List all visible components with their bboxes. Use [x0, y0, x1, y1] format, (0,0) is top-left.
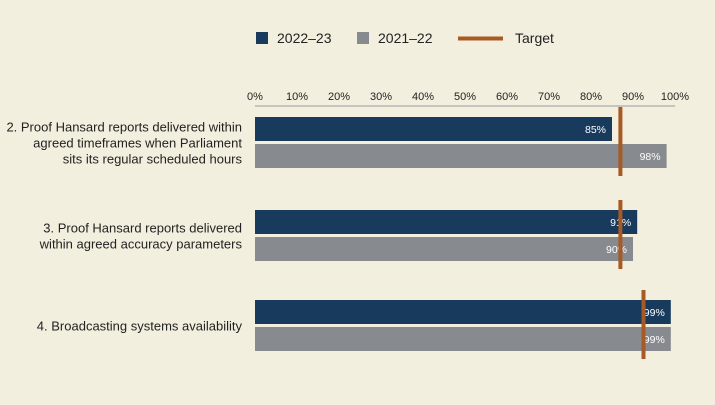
category-labels: 2. Proof Hansard reports delivered withi… — [6, 120, 242, 334]
category-label: agreed timeframes when Parliament — [33, 136, 242, 151]
x-tick-label: 80% — [580, 91, 602, 103]
bar-value-label: 99% — [644, 334, 665, 346]
bar-value-label: 90% — [606, 244, 627, 256]
category-label: sits its regular scheduled hours — [63, 152, 243, 167]
legend-label-2021-22: 2021–22 — [378, 30, 433, 46]
bar — [255, 237, 633, 261]
bar — [255, 327, 671, 351]
x-axis: 0% 10% 20% 30% 40% 50% 60% 70% 80% 90% 100% — [247, 91, 689, 107]
bars: 85%98%91%90%99%99% — [255, 117, 671, 351]
bar-value-label: 99% — [644, 307, 665, 319]
category-label: within agreed accuracy parameters — [39, 237, 243, 252]
bar — [255, 210, 638, 234]
legend-swatch-2021-22 — [357, 32, 369, 44]
category-label: 4. Broadcasting systems availability — [37, 319, 243, 334]
x-tick-label: 40% — [412, 91, 434, 103]
x-tick-label: 10% — [286, 91, 308, 103]
legend-label-2022-23: 2022–23 — [277, 30, 332, 46]
bar-value-label: 85% — [585, 124, 606, 136]
x-tick-label: 20% — [328, 91, 350, 103]
category-label: 2. Proof Hansard reports delivered withi… — [6, 120, 242, 135]
bar-value-label: 98% — [640, 151, 661, 163]
x-tick-label: 100% — [661, 91, 689, 103]
bar — [255, 300, 671, 324]
bar — [255, 117, 612, 141]
legend-swatch-2022-23 — [256, 32, 268, 44]
x-tick-label: 30% — [370, 91, 392, 103]
x-tick-label: 60% — [496, 91, 518, 103]
x-tick-label: 0% — [247, 91, 263, 103]
x-tick-label: 50% — [454, 91, 476, 103]
legend-label-target: Target — [515, 30, 554, 46]
bar — [255, 144, 667, 168]
x-tick-label: 70% — [538, 91, 560, 103]
legend: 2022–23 2021–22 Target — [256, 30, 554, 46]
x-tick-label: 90% — [622, 91, 644, 103]
target-markers — [618, 107, 646, 359]
category-label: 3. Proof Hansard reports delivered — [43, 221, 242, 236]
